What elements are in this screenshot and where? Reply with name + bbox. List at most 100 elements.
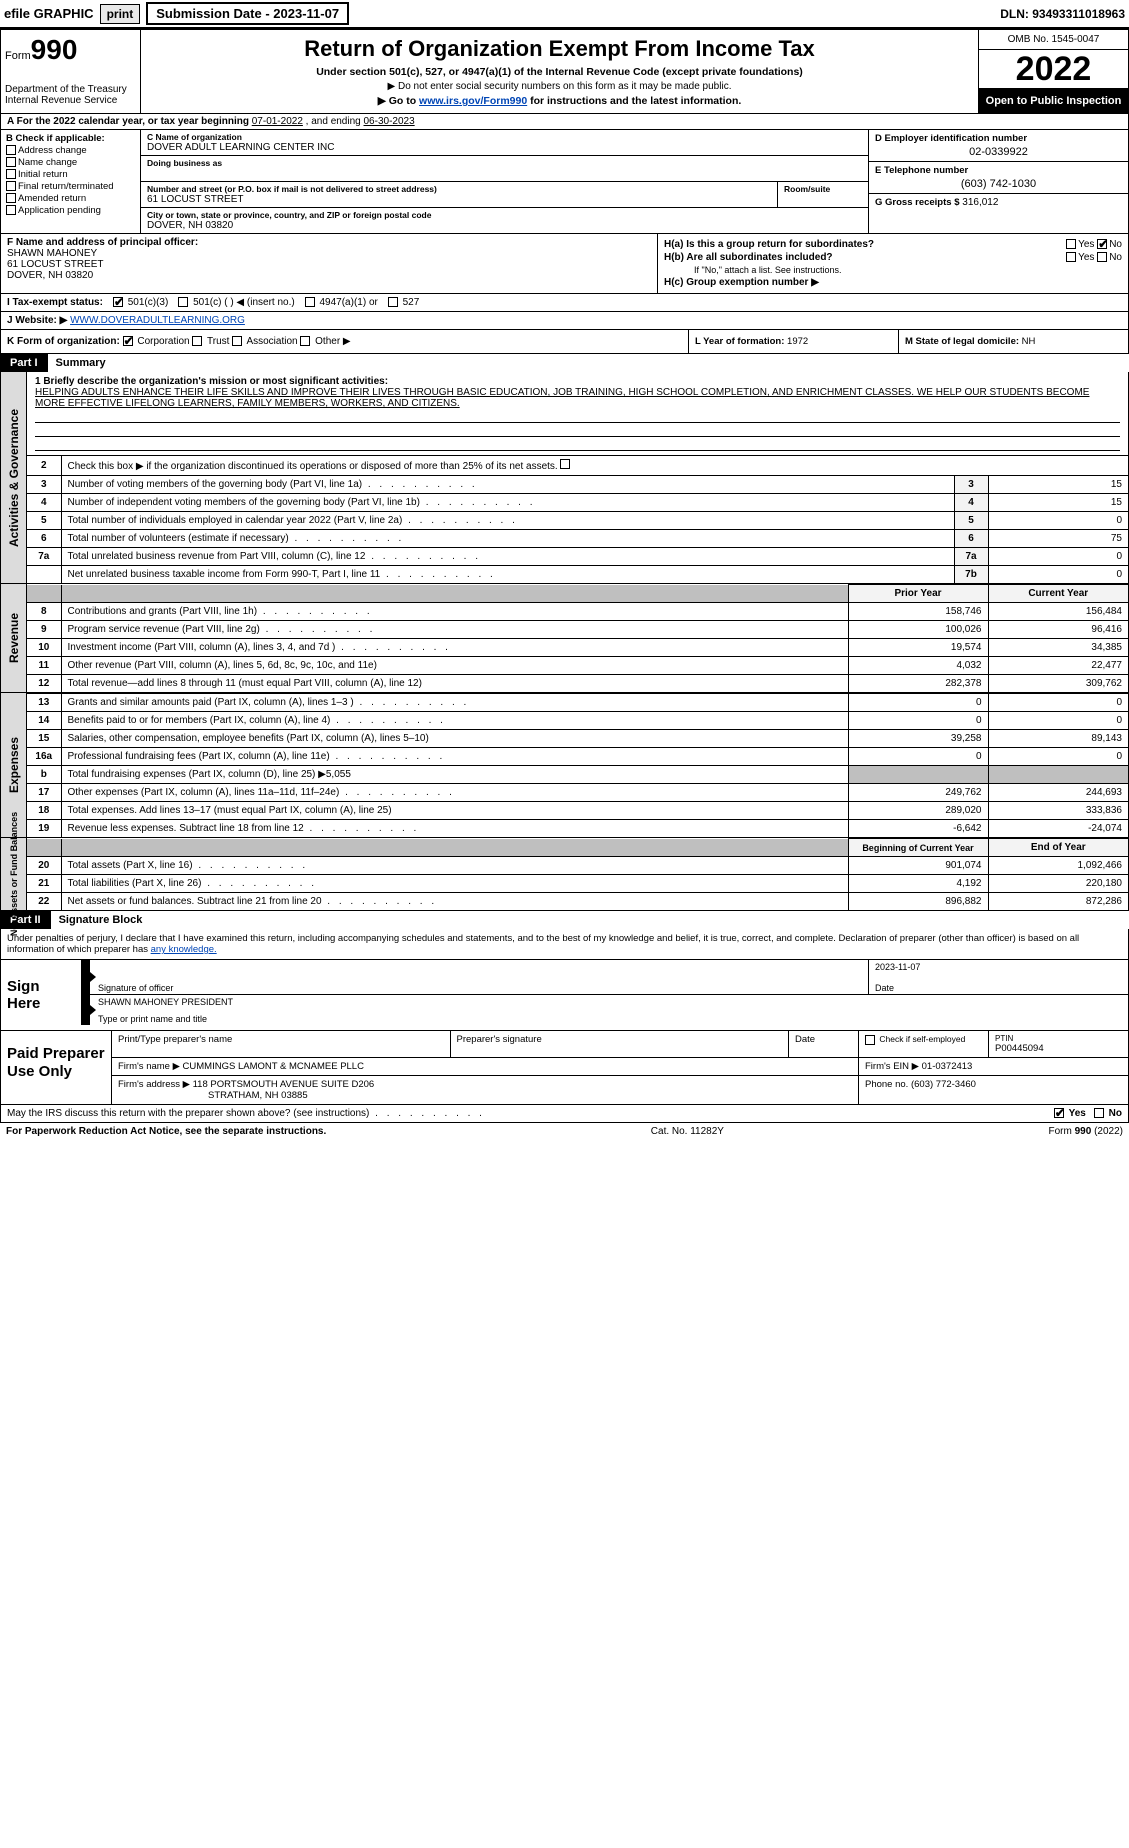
exp-15-py: 39,258 [848,730,988,748]
exp-15-cy: 89,143 [988,730,1128,748]
city-state-zip: DOVER, NH 03820 [147,220,862,231]
net-20-ey: 1,092,466 [988,857,1128,875]
exp-14-cy: 0 [988,712,1128,730]
exp-16b-cy [988,766,1128,784]
exp-13-py: 0 [848,694,988,712]
exp-19-cy: -24,074 [988,820,1128,838]
tax-status-label: I Tax-exempt status: [7,297,103,308]
firm-name-label: Firm's name ▶ [118,1061,180,1072]
row-i-tax-status: I Tax-exempt status: 501(c)(3) 501(c) ( … [0,294,1129,312]
telephone-label: E Telephone number [875,165,1122,176]
footer-discuss: May the IRS discuss this return with the… [0,1105,1129,1123]
checkbox-application-pending[interactable] [6,205,16,215]
ha-yes[interactable] [1066,239,1076,249]
org-name: DOVER ADULT LEARNING CENTER INC [147,142,862,153]
rev-10-py: 19,574 [848,639,988,657]
part2-title: Signature Block [51,911,1129,929]
firm-ein: 01-0372413 [922,1061,973,1072]
instructions-link[interactable]: www.irs.gov/Form990 [419,95,527,107]
block-fh: F Name and address of principal officer:… [0,234,1129,294]
checkbox-address-change[interactable] [6,145,16,155]
ha-label: H(a) Is this a group return for subordin… [664,239,874,250]
mission-label: 1 Briefly describe the organization's mi… [35,376,388,387]
net-22-ey: 872,286 [988,893,1128,911]
checkbox-final-return[interactable] [6,181,16,191]
cb-association[interactable] [232,336,242,346]
print-button[interactable]: print [100,4,141,24]
discuss-question: May the IRS discuss this return with the… [7,1108,369,1119]
prep-date-hdr: Date [788,1031,858,1057]
checkbox-initial-return[interactable] [6,169,16,179]
arrow-icon [82,995,90,1025]
col-b-header: B Check if applicable: [6,133,135,144]
row-klm: K Form of organization: Corporation Trus… [0,330,1129,354]
hb-no[interactable] [1097,252,1107,262]
ha-no[interactable] [1097,239,1107,249]
ein-label: D Employer identification number [875,133,1122,144]
part2-num: Part II [0,911,51,929]
cb-501c3[interactable] [113,297,123,307]
col-h-group: H(a) Is this a group return for subordin… [658,234,1128,293]
cb-discuss-yes[interactable] [1054,1108,1064,1118]
rev-9-cy: 96,416 [988,621,1128,639]
mission-block: 1 Briefly describe the organization's mi… [27,372,1128,455]
block-bcde: B Check if applicable: Address change Na… [0,130,1129,234]
cat-no: Cat. No. 11282Y [326,1126,1048,1137]
dba-label: Doing business as [147,158,862,168]
prep-selfemp-hdr: Check if self-employed [858,1031,988,1057]
preparer-block: Paid Preparer Use Only Print/Type prepar… [0,1031,1129,1105]
checkbox-amended[interactable] [6,193,16,203]
header-mid: Return of Organization Exempt From Incom… [141,30,978,113]
checkbox-name-change[interactable] [6,157,16,167]
cb-discuss-no[interactable] [1094,1108,1104,1118]
rev-12-py: 282,378 [848,675,988,693]
form-header: Form990 Department of the Treasury Inter… [0,29,1129,114]
end-year-hdr: End of Year [988,839,1128,857]
governance-section: Activities & Governance 1 Briefly descri… [0,372,1129,584]
cb-4947[interactable] [305,297,315,307]
expenses-table: 13Grants and similar amounts paid (Part … [27,693,1128,837]
net-21-ey: 220,180 [988,875,1128,893]
exp-16b-py [848,766,988,784]
net-20-by: 901,074 [848,857,988,875]
col-c: C Name of organization DOVER ADULT LEARN… [141,130,868,233]
hb-label: H(b) Are all subordinates included? [664,252,833,263]
cb-other[interactable] [300,336,310,346]
firm-addr-label: Firm's address ▶ [118,1079,190,1090]
current-year-hdr: Current Year [988,585,1128,603]
val-5: 0 [988,512,1128,530]
exp-18-py: 289,020 [848,802,988,820]
sig-officer-label: Signature of officer [98,983,173,993]
net-assets-section: Net Assets or Fund Balances Beginning of… [0,838,1129,911]
cb-corporation[interactable] [123,336,133,346]
omb-number: OMB No. 1545-0047 [979,30,1128,50]
city-label: City or town, state or province, country… [147,210,862,220]
cb-trust[interactable] [192,336,202,346]
form-subtitle-2: ▶ Do not enter social security numbers o… [149,81,970,92]
cb-discontinued[interactable] [560,459,570,469]
val-6: 75 [988,530,1128,548]
cb-self-employed[interactable] [865,1035,875,1045]
website-link[interactable]: WWW.DOVERADULTLEARNING.ORG [70,315,245,326]
exp-13-cy: 0 [988,694,1128,712]
sig-date-value: 2023-11-07 [875,962,1122,972]
submission-date: Submission Date - 2023-11-07 [146,2,349,25]
any-knowledge-link[interactable]: any knowledge. [151,944,217,955]
part1-header: Part I Summary [0,354,1129,372]
rev-12-cy: 309,762 [988,675,1128,693]
exp-16a-py: 0 [848,748,988,766]
prep-name-hdr: Print/Type preparer's name [111,1031,450,1057]
hb-yes[interactable] [1066,252,1076,262]
exp-17-py: 249,762 [848,784,988,802]
form-number: 990 [31,34,78,65]
preparer-label: Paid Preparer Use Only [1,1031,111,1104]
part2-header: Part II Signature Block [0,911,1129,929]
cb-527[interactable] [388,297,398,307]
cb-501c[interactable] [178,297,188,307]
row-l-year: L Year of formation: 1972 [688,330,898,353]
sig-name-label: Type or print name and title [98,1014,207,1024]
tax-year: 2022 [979,50,1128,89]
rev-10-cy: 34,385 [988,639,1128,657]
dept-treasury: Department of the Treasury [5,84,136,95]
governance-table: 2Check this box ▶ if the organization di… [27,455,1128,583]
